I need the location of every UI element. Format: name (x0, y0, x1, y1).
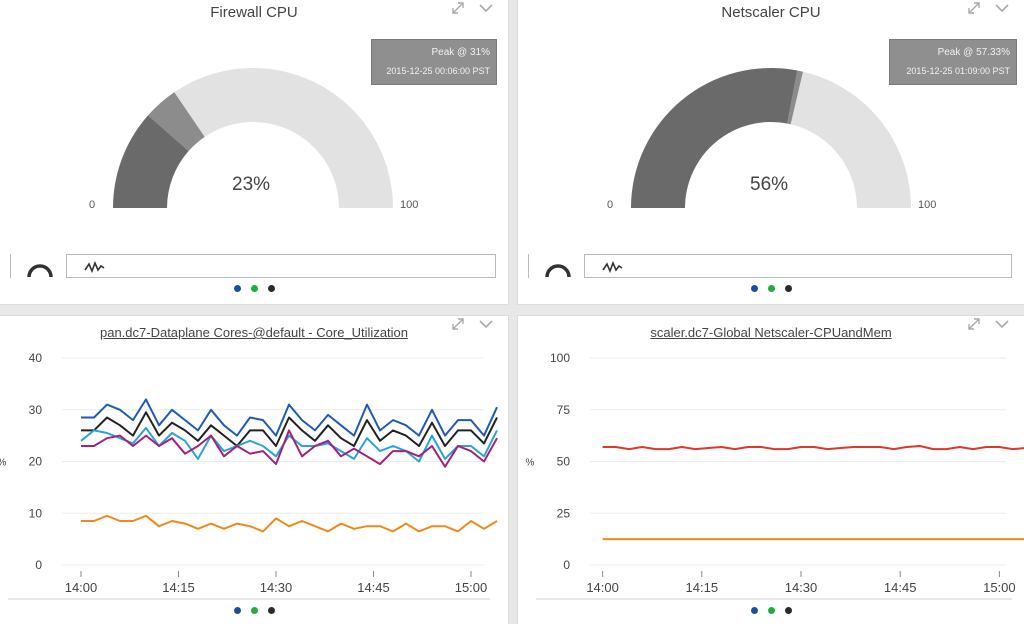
y-tick-label: 10 (29, 506, 43, 520)
y-tick-label: 0 (563, 558, 570, 572)
chart-title-link[interactable]: scaler.dc7-Global Netscaler-CPUandMem (650, 325, 892, 340)
netscaler-cpu-mem-chart: 0 25 50 75 100% 14:00 14:15 14:30 14:45 15:00 (526, 351, 1024, 600)
page-dot-1[interactable] (750, 285, 758, 292)
firewall-cpu-panel: Firewall CPU 23% 0 100 Peak @ 31% 2015-1… (0, 0, 508, 304)
chevron-down-icon[interactable] (994, 0, 1010, 16)
chevron-down-icon[interactable] (994, 316, 1010, 332)
firewall-gauge (113, 68, 393, 208)
y-tick-label: 0 (35, 558, 42, 572)
x-tick-label: 15:00 (455, 580, 488, 595)
trend-icon (602, 260, 623, 274)
page-dot-1[interactable] (750, 607, 758, 614)
y-tick-label: 50 (557, 455, 571, 469)
panel-tools (966, 0, 1010, 16)
x-tick-label: 14:45 (884, 580, 917, 595)
y-tick-label: 20 (29, 455, 43, 469)
gauge-value-segment (631, 68, 798, 208)
gauge-value: 56% (750, 174, 789, 195)
gauge-peak-segment (787, 70, 803, 125)
panel-tools (450, 316, 494, 332)
y-tick-label: 75 (557, 403, 571, 417)
chevron-down-icon[interactable] (478, 0, 494, 16)
gauge-min-label: 0 (89, 199, 96, 211)
page-dot-3[interactable] (784, 607, 792, 614)
y-tick-label: 40 (29, 351, 43, 365)
panel-tools (966, 316, 1010, 332)
gauge-min-label: 0 (607, 199, 614, 211)
panel-title: Firewall CPU (210, 4, 298, 21)
gauge-value: 23% (232, 174, 271, 195)
page-dots (518, 285, 1024, 292)
page-dot-3[interactable] (267, 607, 275, 614)
core-utilization-panel: pan.dc7-Dataplane Cores-@default - Core_… (0, 316, 508, 624)
peak-tooltip: Peak @ 31% 2015-12-25 00:06:00 PST (371, 39, 497, 85)
page-dot-2[interactable] (250, 607, 258, 614)
gauge-icon (27, 264, 53, 278)
gauge-max-label: 100 (400, 199, 419, 211)
gauge-peak-segment (147, 92, 205, 152)
peak-tooltip-time: 2015-12-25 01:09:00 PST (906, 66, 1010, 76)
panel-tools (450, 0, 494, 16)
chevron-down-icon[interactable] (478, 316, 494, 332)
view-toggle-bar (10, 254, 496, 278)
page-dots (0, 607, 508, 614)
page-dot-2[interactable] (250, 285, 258, 292)
page-dots (0, 285, 508, 292)
x-tick-label: 14:15 (162, 580, 195, 595)
series-line-5 (81, 514, 498, 533)
peak-tooltip-time: 2015-12-25 00:06:00 PST (386, 66, 490, 76)
y-axis-label: % (0, 458, 7, 469)
panel-title: Netscaler CPU (721, 4, 821, 21)
series-line-2 (81, 411, 498, 447)
chart-title-link[interactable]: pan.dc7-Dataplane Cores-@default - Core_… (99, 325, 409, 340)
gauge-view-button[interactable] (528, 254, 584, 278)
page-dot-1[interactable] (233, 607, 241, 614)
expand-icon[interactable] (966, 0, 982, 16)
y-tick-label: 100 (550, 351, 570, 365)
expand-icon[interactable] (966, 316, 982, 332)
trend-view-button[interactable] (584, 254, 1012, 278)
peak-tooltip-title: Peak @ 57.33% (937, 47, 1010, 58)
gauge-value-segment (113, 115, 189, 208)
x-tick-label: 14:30 (785, 580, 818, 595)
peak-tooltip-title: Peak @ 31% (431, 47, 490, 58)
page-dot-2[interactable] (767, 285, 775, 292)
series-line-1 (602, 445, 1024, 451)
core-utilization-chart: 0 10 20 30 40% 14:00 14:15 14:30 14:45 15:00 (0, 351, 498, 600)
x-tick-label: 14:00 (65, 580, 98, 595)
x-tick-label: 15:00 (983, 580, 1016, 595)
x-tick-label: 14:15 (686, 580, 719, 595)
netscaler-cpu-mem-panel: scaler.dc7-Global Netscaler-CPUandMem 0 2… (518, 316, 1024, 624)
expand-icon[interactable] (450, 316, 466, 332)
gauge-max-label: 100 (918, 199, 937, 211)
x-tick-label: 14:45 (357, 580, 390, 595)
page-dot-3[interactable] (784, 285, 792, 292)
y-axis-label: % (526, 458, 535, 469)
series-line-3 (80, 426, 498, 463)
peak-tooltip: Peak @ 57.33% 2015-12-25 01:09:00 PST (889, 39, 1017, 85)
y-tick-label: 25 (557, 506, 571, 520)
trend-icon (84, 260, 105, 274)
page-dots (518, 607, 1024, 614)
page-dot-2[interactable] (767, 607, 775, 614)
trend-view-button[interactable] (66, 254, 496, 278)
page-dot-3[interactable] (267, 285, 275, 292)
series-line-1 (81, 398, 498, 437)
gauge-view-button[interactable] (10, 254, 66, 278)
series-line-4 (81, 429, 498, 468)
page-dot-1[interactable] (233, 285, 241, 292)
view-toggle-bar (528, 254, 1012, 278)
x-tick-label: 14:30 (260, 580, 293, 595)
x-tick-label: 14:00 (586, 580, 619, 595)
y-tick-label: 30 (29, 403, 43, 417)
gauge-icon (545, 264, 571, 278)
netscaler-cpu-panel: Netscaler CPU 56% 0 100 Peak @ 57.33% 20… (518, 0, 1024, 304)
expand-icon[interactable] (450, 0, 466, 16)
gauge-track (113, 68, 393, 208)
netscaler-gauge (631, 68, 911, 208)
